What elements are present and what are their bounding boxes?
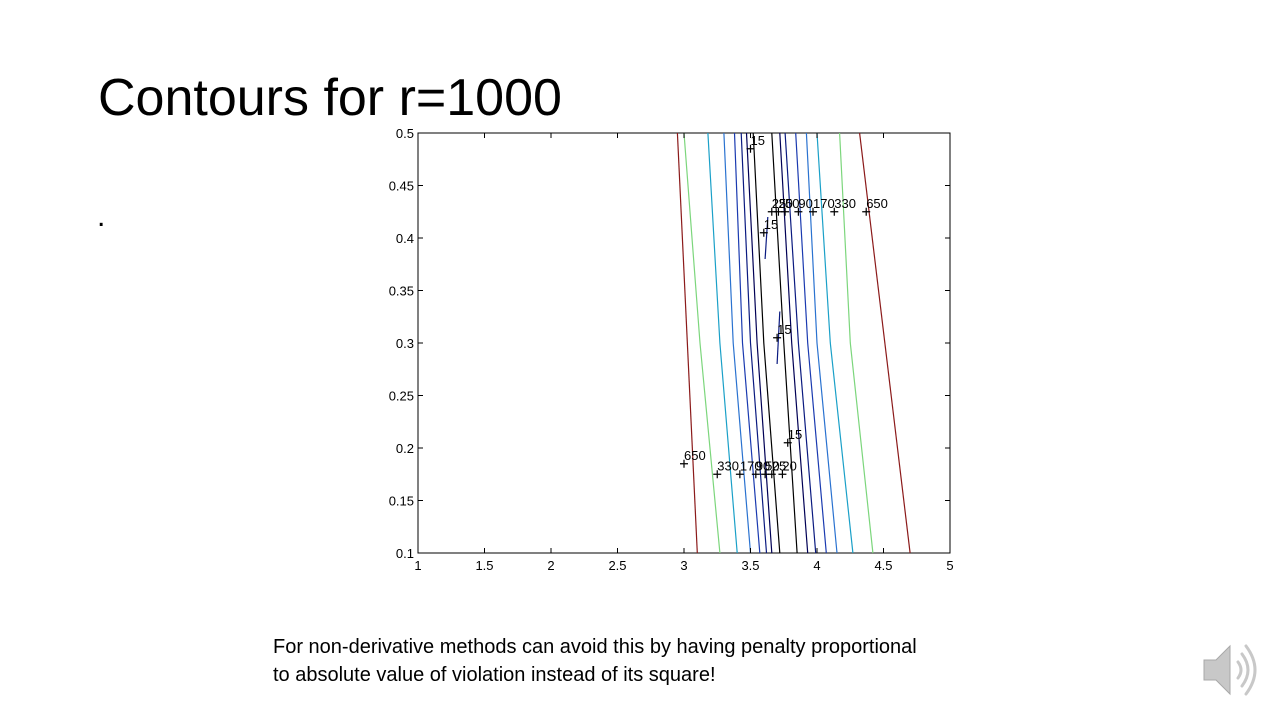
x-tick-label: 3: [680, 558, 687, 573]
contour-label: 15: [751, 133, 765, 148]
y-tick-label: 0.3: [396, 336, 414, 351]
x-tick-label: 1.5: [475, 558, 493, 573]
x-tick-label: 3.5: [741, 558, 759, 573]
bullet-point: .: [97, 200, 106, 233]
contour-label-marker: [680, 459, 688, 468]
contour-label-marker: [713, 470, 722, 479]
contour-label: 170: [740, 458, 762, 473]
contour-label-marker: [774, 207, 783, 216]
contour-label: 25: [772, 458, 786, 473]
contour-line-330: [683, 132, 721, 554]
contour-label: 15: [764, 217, 778, 232]
contour-label: 15: [788, 427, 802, 442]
contour-label: 170: [813, 196, 835, 211]
contour-line-50: [733, 132, 761, 554]
contour-label: 25: [772, 196, 786, 211]
contour-line-25: [784, 132, 817, 554]
contour-line-90: [805, 132, 838, 554]
contour-label-marker: [773, 333, 782, 342]
contour-line-20: [745, 132, 773, 554]
contour-label: 20: [782, 458, 796, 473]
slide-title: Contours for r=1000: [98, 69, 562, 127]
contour-plot: 1 1.5 2 2.5 3 3.5 4 4.5 5 0.1 0.15 0.2 0.25 0.3 0.35 0.…: [389, 126, 954, 573]
contour-label-marker: [809, 207, 818, 216]
y-tick-label: 0.35: [389, 284, 414, 299]
x-tick-label: 1: [414, 558, 421, 573]
y-tick-label: 0.5: [396, 126, 414, 141]
contour-label-marker: [751, 470, 760, 479]
contour-label-marker: [794, 207, 803, 216]
contour-label-marker: [746, 144, 755, 153]
contour-label: 650: [866, 196, 888, 211]
y-tick-label: 0.1: [396, 546, 414, 561]
contour-label-marker: [830, 207, 839, 216]
y-tick-label: 0.15: [389, 494, 414, 509]
y-tick-label: 0.2: [396, 441, 414, 456]
contour-line-20: [779, 132, 809, 554]
contour-label-marker: [767, 470, 776, 479]
contour-label: 330: [717, 458, 739, 473]
x-tick-label: 5: [946, 558, 953, 573]
contour-plot-figure: 1 1.5 2 2.5 3 3.5 4 4.5 5 0.1 0.15 0.2 0.25 0.3 0.35 0.…: [360, 120, 960, 580]
contour-label: 50: [765, 458, 779, 473]
contour-line-90: [723, 132, 752, 554]
contour-line-25: [740, 132, 768, 554]
x-tick-label: 4.5: [874, 558, 892, 573]
contour-line-650: [859, 132, 911, 554]
speaker-icon[interactable]: [1198, 638, 1268, 702]
contour-label: 90: [756, 458, 770, 473]
contour-label-marker: [783, 438, 792, 447]
contour-label-marker: [759, 228, 768, 237]
contour-label-marker: [862, 207, 871, 216]
contour-label: 330: [834, 196, 856, 211]
x-tick-label: 2: [547, 558, 554, 573]
contour-label: 20: [778, 196, 792, 211]
contour-line-15: [771, 132, 798, 554]
contour-label: 15: [777, 322, 791, 337]
contour-label: 50: [785, 196, 799, 211]
contour-label: 90: [798, 196, 812, 211]
contour-line-650: [676, 132, 698, 554]
contour-label-marker: [735, 470, 744, 479]
contour-line-170: [707, 132, 738, 554]
caption-line-1: For non-derivative methods can avoid thi…: [273, 636, 917, 658]
x-tick-label: 4: [813, 558, 820, 573]
caption-line-2: to absolute value of violation instead o…: [273, 664, 716, 686]
caption: For non-derivative methods can avoid thi…: [273, 633, 1073, 689]
y-tick-label: 0.25: [389, 389, 414, 404]
contour-label: 650: [684, 448, 706, 463]
contour-line-330: [839, 132, 874, 554]
y-tick-label: 0.4: [396, 231, 414, 246]
contour-line-50: [795, 132, 827, 554]
speaker-glyph: [1203, 644, 1257, 696]
contour-line-170: [816, 132, 854, 554]
y-tick-label: 0.45: [389, 179, 414, 194]
contour-label-marker: [778, 470, 787, 479]
x-tick-label: 2.5: [608, 558, 626, 573]
contour-line-25: [764, 216, 769, 260]
contour-line-15: [752, 132, 781, 554]
plot-axes-box: [417, 132, 951, 554]
